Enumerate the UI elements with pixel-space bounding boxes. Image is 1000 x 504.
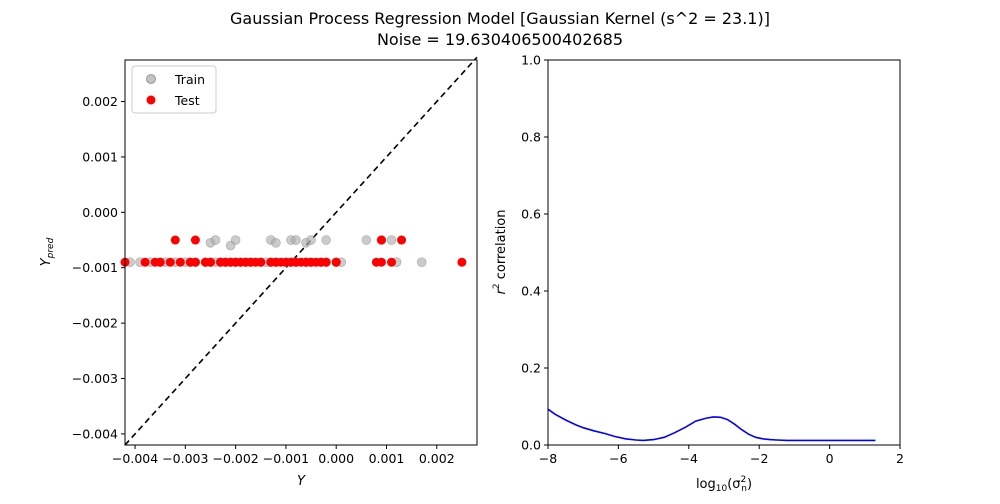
test-point (140, 257, 150, 267)
figure-title-line2: Noise = 19.630406500402685 (377, 30, 623, 49)
r2-curve-group (547, 408, 876, 442)
train-point (230, 235, 241, 245)
train-point (321, 235, 331, 245)
test-point (175, 257, 185, 267)
line-x-ticks: −8 −6 −4 −2 0 2 (539, 445, 904, 466)
x-tick-label: −8 (539, 451, 557, 466)
x-tick-label: 0.001 (369, 451, 405, 466)
x-tick-label: −0.004 (112, 451, 158, 466)
train-point (271, 238, 281, 248)
train-point (291, 235, 301, 245)
y-tick-label: 0.001 (82, 149, 118, 164)
line-plot-area (548, 60, 900, 445)
y-tick-label: 0.4 (521, 284, 541, 299)
line-chart-panel: −8 −6 −4 −2 0 2 0.0 0.2 0.4 0.6 0.8 1.0 log10(σ2 n)… (492, 53, 904, 495)
y-tick-label: 0.000 (82, 205, 118, 220)
scatter-chart-panel: −0.004 −0.003 −0.002 −0.001 0.000 0.001 0.002 … (39, 56, 478, 489)
y-tick-label: −0.003 (72, 371, 118, 386)
line-y-ticks: 0.0 0.2 0.4 0.6 0.8 1.0 (521, 53, 548, 453)
x-tick-label: −0.003 (162, 451, 208, 466)
y-tick-label: −0.004 (72, 426, 118, 441)
x-tick-label: 2 (896, 451, 904, 466)
scatter-x-axis-label: Y (297, 474, 306, 489)
y-tick-label: 0.2 (521, 361, 541, 376)
legend-label-train: Train (174, 72, 205, 87)
test-point (165, 257, 175, 267)
y-tick-label: −0.002 (72, 316, 118, 331)
scatter-x-ticks: −0.004 −0.003 −0.002 −0.001 0.000 0.001 0.002 (112, 445, 455, 466)
y-tick-label: 0.0 (521, 438, 541, 453)
test-point (256, 257, 266, 267)
y-tick-label: 1.0 (521, 53, 541, 68)
test-point (376, 257, 386, 267)
scatter-y-axis-label: Ypred (39, 237, 56, 266)
train-point (361, 235, 372, 245)
r2-correlation-line (547, 408, 876, 442)
scatter-points-group (120, 235, 467, 267)
train-point (386, 235, 397, 245)
y-tick-label: 0.6 (521, 207, 541, 222)
train-point (416, 257, 427, 267)
test-point (457, 257, 467, 267)
x-tick-label: 0 (826, 451, 834, 466)
scatter-plot-area (125, 60, 477, 445)
test-point (387, 257, 397, 267)
x-tick-label: −6 (609, 451, 627, 466)
test-point (397, 235, 407, 245)
figure-title-line1: Gaussian Process Regression Model [Gauss… (230, 9, 770, 28)
line-y-axis-label: r2 correlation (492, 210, 509, 295)
legend-label-test: Test (174, 93, 200, 108)
test-point (170, 235, 180, 245)
scatter-plot-frame (124, 59, 478, 446)
test-point (321, 257, 331, 267)
test-point (190, 235, 200, 245)
identity-reference-line-group (124, 56, 478, 446)
identity-reference-line (124, 56, 478, 446)
x-tick-label: −0.002 (212, 451, 258, 466)
train-point (210, 235, 221, 245)
x-tick-label: 0.002 (419, 451, 455, 466)
scatter-legend: Train Test (131, 65, 217, 114)
x-tick-label: −0.001 (263, 451, 309, 466)
x-tick-label: −2 (750, 451, 768, 466)
test-point (376, 235, 386, 245)
train-point (306, 235, 316, 245)
x-tick-label: −4 (680, 451, 698, 466)
line-x-axis-label: log10(σ2 n) (696, 475, 752, 494)
scatter-y-ticks: −0.004 −0.003 −0.002 −0.001 0.000 0.001 0.002 (72, 94, 125, 441)
legend-marker-test (146, 95, 156, 105)
y-tick-label: 0.002 (82, 94, 118, 109)
line-plot-frame (547, 59, 901, 446)
test-point (331, 257, 341, 267)
x-tick-label: 0.000 (318, 451, 354, 466)
legend-marker-train (146, 74, 156, 84)
y-tick-label: 0.8 (521, 130, 541, 145)
test-point (190, 257, 200, 267)
test-point (205, 257, 215, 267)
y-tick-label: −0.001 (72, 260, 118, 275)
test-point (155, 257, 165, 267)
